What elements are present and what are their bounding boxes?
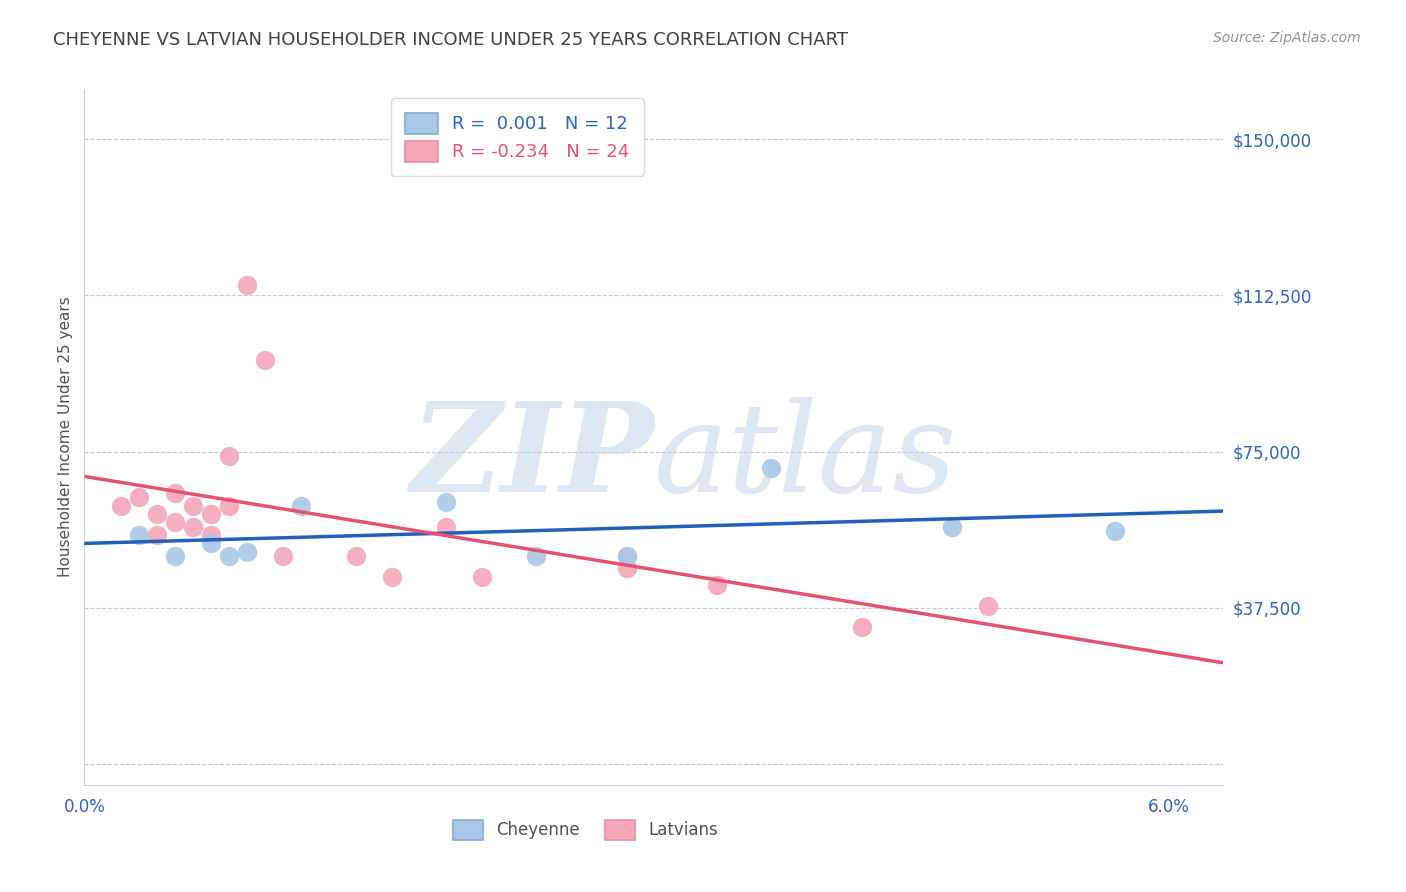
Point	[344, 549, 367, 563]
Point	[761, 461, 783, 475]
Point	[181, 519, 204, 533]
Point	[128, 491, 150, 505]
Text: ZIP: ZIP	[411, 397, 654, 519]
Point	[271, 549, 294, 563]
Point	[145, 528, 167, 542]
Point	[200, 507, 222, 521]
Point	[236, 278, 259, 293]
Point	[524, 549, 547, 563]
Point	[218, 549, 240, 563]
Text: atlas: atlas	[654, 397, 957, 519]
Point	[163, 549, 186, 563]
Point	[218, 449, 240, 463]
Point	[145, 507, 167, 521]
Point	[163, 486, 186, 500]
Point	[181, 499, 204, 513]
Point	[471, 569, 494, 583]
Point	[706, 578, 728, 592]
Text: CHEYENNE VS LATVIAN HOUSEHOLDER INCOME UNDER 25 YEARS CORRELATION CHART: CHEYENNE VS LATVIAN HOUSEHOLDER INCOME U…	[53, 31, 848, 49]
Point	[218, 499, 240, 513]
Point	[236, 544, 259, 558]
Point	[128, 528, 150, 542]
Point	[200, 528, 222, 542]
Point	[290, 499, 312, 513]
Point	[941, 519, 963, 533]
Point	[381, 569, 404, 583]
Point	[616, 561, 638, 575]
Y-axis label: Householder Income Under 25 years: Householder Income Under 25 years	[58, 297, 73, 577]
Point	[434, 494, 457, 508]
Legend: Cheyenne, Latvians: Cheyenne, Latvians	[446, 814, 724, 847]
Point	[1104, 524, 1126, 538]
Point	[163, 516, 186, 530]
Point	[851, 620, 873, 634]
Point	[434, 519, 457, 533]
Point	[616, 549, 638, 563]
Point	[616, 549, 638, 563]
Point	[254, 353, 277, 368]
Text: Source: ZipAtlas.com: Source: ZipAtlas.com	[1213, 31, 1361, 45]
Point	[200, 536, 222, 550]
Point	[977, 599, 1000, 613]
Point	[110, 499, 132, 513]
